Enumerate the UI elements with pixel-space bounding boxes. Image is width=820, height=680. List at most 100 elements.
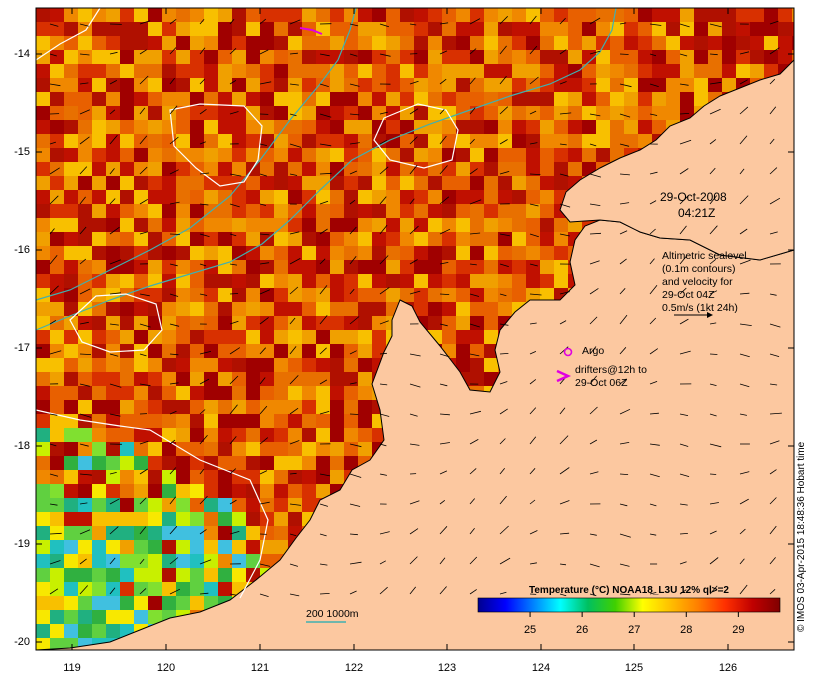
sst-cell bbox=[694, 8, 708, 22]
sst-cell bbox=[120, 8, 134, 22]
velocity-arrow bbox=[289, 52, 298, 55]
sst-cell bbox=[316, 120, 330, 134]
sst-cell bbox=[526, 148, 540, 162]
sst-cell bbox=[162, 442, 176, 456]
velocity-arrow bbox=[529, 322, 537, 325]
sst-cell bbox=[372, 120, 386, 134]
sst-cell bbox=[288, 358, 302, 372]
velocity-arrow bbox=[469, 18, 481, 25]
isobath-1000m bbox=[35, 7, 357, 301]
sst-cell bbox=[204, 92, 218, 106]
velocity-arrow bbox=[709, 530, 717, 535]
velocity-arrow bbox=[109, 413, 121, 417]
sst-cell bbox=[386, 190, 400, 204]
velocity-arrow bbox=[169, 47, 177, 55]
velocity-arrow bbox=[619, 173, 630, 176]
sst-cell bbox=[330, 120, 344, 134]
velocity-arrow bbox=[319, 379, 328, 385]
sst-cell bbox=[64, 274, 78, 288]
sst-cell bbox=[792, 8, 794, 22]
sst-cell bbox=[302, 400, 316, 414]
velocity-arrow bbox=[229, 320, 239, 325]
sst-cell bbox=[260, 162, 274, 176]
sst-cell bbox=[190, 176, 204, 190]
velocity-arrow bbox=[559, 467, 570, 475]
sst-cell bbox=[722, 22, 736, 36]
sst-cell bbox=[414, 106, 428, 120]
velocity-arrow bbox=[139, 20, 151, 25]
sst-cell bbox=[190, 526, 204, 540]
sst-cell bbox=[36, 204, 50, 218]
sst-cell bbox=[120, 484, 134, 498]
sst-cell bbox=[400, 274, 414, 288]
sst-cell bbox=[372, 260, 386, 274]
sst-cell bbox=[414, 36, 428, 50]
sst-cell bbox=[106, 218, 120, 232]
sst-cell bbox=[78, 596, 92, 610]
sst-cell bbox=[232, 372, 246, 386]
velocity-arrow bbox=[289, 286, 299, 295]
sst-cell bbox=[134, 120, 148, 134]
sst-cell bbox=[260, 358, 274, 372]
sst-cell bbox=[442, 288, 456, 302]
sst-cell bbox=[526, 176, 540, 190]
sst-cell bbox=[176, 372, 190, 386]
velocity-arrow bbox=[679, 350, 691, 355]
sst-cell bbox=[260, 218, 274, 232]
sst-cell bbox=[456, 78, 470, 92]
velocity-arrow bbox=[709, 290, 718, 295]
sst-cell bbox=[134, 372, 148, 386]
sst-cell bbox=[36, 498, 50, 512]
sst-cell bbox=[50, 162, 64, 176]
sst-cell bbox=[344, 400, 358, 414]
sst-cell bbox=[344, 64, 358, 78]
sst-cell bbox=[204, 456, 218, 470]
sst-cell bbox=[652, 64, 666, 78]
sst-cell bbox=[344, 148, 358, 162]
sst-cell bbox=[302, 288, 316, 302]
sst-cell bbox=[302, 330, 316, 344]
sst-cell bbox=[246, 78, 260, 92]
sst-cell bbox=[470, 78, 484, 92]
velocity-arrow bbox=[709, 108, 721, 115]
sst-cell bbox=[204, 316, 218, 330]
velocity-arrow bbox=[499, 16, 508, 25]
sst-cell bbox=[148, 260, 162, 274]
x-tick-label: 125 bbox=[624, 662, 644, 674]
velocity-arrow bbox=[709, 413, 717, 417]
velocity-arrow bbox=[409, 383, 421, 388]
sst-cell bbox=[302, 120, 316, 134]
sst-cell bbox=[148, 442, 162, 456]
sst-cell bbox=[456, 190, 470, 204]
sst-cell bbox=[582, 106, 596, 120]
velocity-arrow bbox=[139, 353, 147, 357]
velocity-arrow bbox=[409, 259, 418, 265]
sst-cell bbox=[498, 190, 512, 204]
sst-cell bbox=[498, 148, 512, 162]
velocity-arrow bbox=[349, 413, 359, 415]
sst-cell bbox=[260, 176, 274, 190]
sst-cell bbox=[36, 414, 50, 428]
sst-cell bbox=[190, 372, 204, 386]
sst-cell bbox=[36, 148, 50, 162]
velocity-arrow bbox=[349, 316, 360, 325]
velocity-arrow bbox=[379, 111, 388, 115]
sst-cell bbox=[134, 512, 148, 526]
sst-cell bbox=[260, 246, 274, 260]
colorbar-title: Temperature (°C) NOAA18_L3U 12% ql>=2 bbox=[529, 585, 729, 596]
sst-cell bbox=[456, 8, 470, 22]
sst-cell bbox=[428, 134, 442, 148]
sst-cell bbox=[414, 232, 428, 246]
sst-cell bbox=[120, 498, 134, 512]
sst-cell bbox=[316, 484, 330, 498]
sst-cell bbox=[246, 554, 260, 568]
sst-cell bbox=[456, 344, 470, 358]
velocity-arrow bbox=[79, 473, 92, 476]
velocity-arrow bbox=[259, 203, 266, 206]
sst-cell bbox=[176, 204, 190, 218]
sst-cell bbox=[274, 442, 288, 456]
sst-cell bbox=[764, 22, 778, 36]
velocity-arrow bbox=[349, 255, 357, 265]
sst-cell bbox=[92, 162, 106, 176]
velocity-arrow bbox=[109, 168, 115, 175]
